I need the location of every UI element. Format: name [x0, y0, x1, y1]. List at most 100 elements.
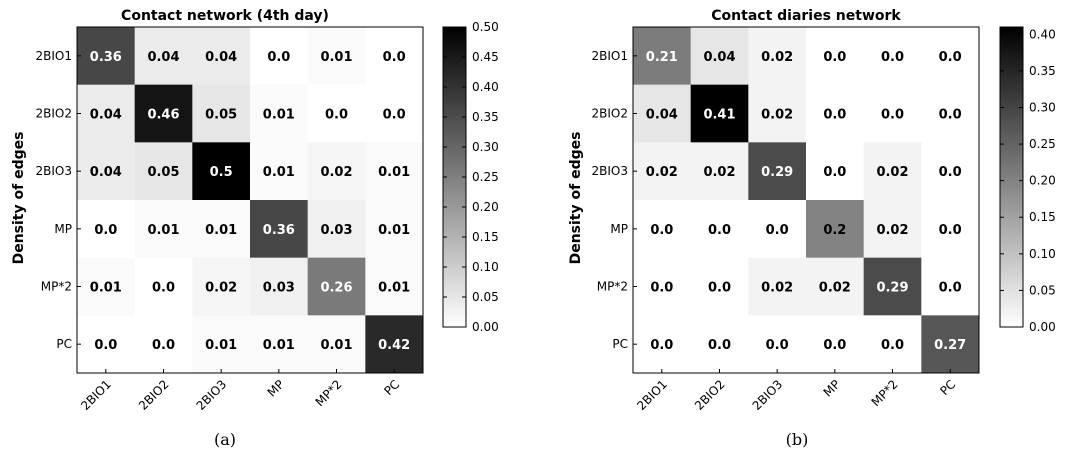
heatmap-cell	[77, 84, 136, 143]
caption-b: (b)	[786, 430, 809, 449]
x-tick-label: 2BIO1	[78, 377, 114, 413]
cell-value-label: 0.46	[147, 108, 179, 123]
colorbar-b: 0.00 0.05 0.10 0.15 0.20 0.25 0.30 0.35 0.40	[999, 26, 1056, 334]
cell-value-label: 0.0	[383, 108, 406, 123]
plot-frame-b	[632, 26, 980, 374]
colorbar-tick-label: 0.05	[1029, 283, 1056, 297]
cell-value-label: 0.02	[761, 108, 793, 123]
x-tick-label: PC	[381, 377, 402, 398]
cell-value-label: 0.02	[703, 165, 735, 180]
cell-value-label: 0.0	[766, 338, 789, 353]
cell-value-label: 0.2	[823, 223, 846, 238]
cell-value-label: 0.02	[646, 165, 678, 180]
cell-value-label: 0.05	[147, 165, 179, 180]
heatmap-cell	[690, 27, 749, 86]
caption-a: (a)	[214, 430, 236, 449]
colorbar-tick-label: 0.15	[472, 230, 499, 244]
cell-value-label: 0.0	[939, 108, 962, 123]
cell-value-label: 0.0	[94, 338, 117, 353]
cell-value-label: 0.01	[263, 165, 295, 180]
heatmap-cell	[633, 315, 692, 374]
cell-value-label: 0.29	[761, 165, 793, 180]
heatmap-cell	[690, 84, 749, 143]
y-tick-label: MP*2	[41, 280, 72, 294]
heatmap-cell	[806, 200, 865, 259]
heatmap-cell	[633, 257, 692, 316]
heatmap-cell	[863, 200, 922, 259]
colorbar-ticks-b: 0.00 0.05 0.10 0.15 0.20 0.25 0.30 0.35 0.40	[1000, 27, 1056, 334]
colorbar-tick-label: 0.25	[1029, 137, 1056, 151]
x-tick-labels-b: 2BIO1 2BIO2 2BIO3 MP MP*2 PC	[634, 369, 958, 413]
x-tick-label: MP*2	[869, 377, 901, 409]
cell-value-label: 0.0	[650, 281, 673, 296]
heatmap-cell	[250, 84, 309, 143]
cell-value-label: 0.02	[876, 165, 908, 180]
x-tick-label: MP	[821, 377, 843, 399]
colorbar-tick-label: 0.25	[472, 170, 499, 184]
heatmap-cell	[365, 84, 424, 143]
heatmap-cell	[748, 315, 807, 374]
heatmap-cell	[250, 315, 309, 374]
heatmap-cell	[690, 142, 749, 201]
cell-value-label: 0.01	[90, 281, 122, 296]
y-tick-label: PC	[612, 337, 628, 351]
cell-value-label: 0.0	[881, 108, 904, 123]
heatmap-cell	[134, 257, 193, 316]
cell-value-label: 0.0	[708, 281, 731, 296]
heatmap-cell	[134, 27, 193, 86]
heatmap-cell	[134, 315, 193, 374]
colorbar-ticks-a: 0.00 0.05 0.10 0.15 0.20 0.25 0.30 0.35 0.40 0.45…	[443, 20, 499, 334]
cell-value-label: 0.0	[766, 223, 789, 238]
heatmap-cell	[250, 200, 309, 259]
x-tick-label: 2BIO3	[194, 377, 230, 413]
x-tick-labels-a: 2BIO1 2BIO2 2BIO3 MP MP*2 PC	[78, 369, 402, 413]
colorbar-tick-label: 0.45	[472, 50, 499, 64]
heatmap-cell	[307, 257, 366, 316]
colorbar-tick-label: 0.10	[472, 260, 499, 274]
cell-value-label: 0.36	[90, 50, 122, 65]
heatmap-cell	[921, 315, 980, 374]
cell-value-label: 0.42	[378, 338, 410, 353]
heatmap-cell	[365, 142, 424, 201]
cell-value-label: 0.04	[205, 50, 237, 65]
cell-value-label: 0.02	[819, 281, 851, 296]
colorbar-tick-label: 0.40	[1029, 27, 1056, 41]
cell-value-label: 0.0	[823, 338, 846, 353]
cell-value-label: 0.0	[881, 338, 904, 353]
cell-value-label: 0.0	[939, 281, 962, 296]
cell-value-label: 0.01	[205, 223, 237, 238]
colorbar-tick-label: 0.00	[1029, 320, 1056, 334]
heatmap-cell	[690, 257, 749, 316]
heatmap-cell	[365, 200, 424, 259]
cell-value-label: 0.0	[650, 338, 673, 353]
y-tick-label: MP	[54, 222, 72, 236]
heatmap-cell	[633, 27, 692, 86]
x-tick-label: 2BIO1	[634, 377, 670, 413]
y-axis-label-a: Density of edges	[11, 132, 27, 265]
heatmap-cell	[250, 257, 309, 316]
cell-value-label: 0.0	[152, 281, 175, 296]
heatmap-cell	[192, 142, 251, 201]
heatmap-cell	[134, 200, 193, 259]
y-tick-label: PC	[56, 337, 72, 351]
cell-value-label: 0.01	[378, 281, 410, 296]
heatmap-cell	[77, 142, 136, 201]
y-tick-labels-b: 2BIO1 2BIO2 2BIO3 MP MP*2 PC	[592, 49, 637, 351]
y-tick-label: 2BIO3	[36, 164, 73, 178]
x-tick-label: 2BIO3	[750, 377, 786, 413]
cell-value-label: 0.01	[147, 223, 179, 238]
heatmap-cell	[863, 142, 922, 201]
colorbar-tick-label: 0.20	[472, 200, 499, 214]
heatmap-cell	[77, 200, 136, 259]
heatmap-cell	[633, 142, 692, 201]
cell-value-label: 0.41	[703, 108, 735, 123]
heatmap-cell	[921, 200, 980, 259]
heatmap-cell	[806, 315, 865, 374]
x-tick-label: MP*2	[313, 377, 345, 409]
heatmap-cell	[633, 200, 692, 259]
heatmap-cell	[633, 84, 692, 143]
cell-value-label: 0.01	[263, 108, 295, 123]
cell-value-label: 0.0	[939, 165, 962, 180]
chart-title-b: Contact diaries network	[711, 8, 901, 24]
